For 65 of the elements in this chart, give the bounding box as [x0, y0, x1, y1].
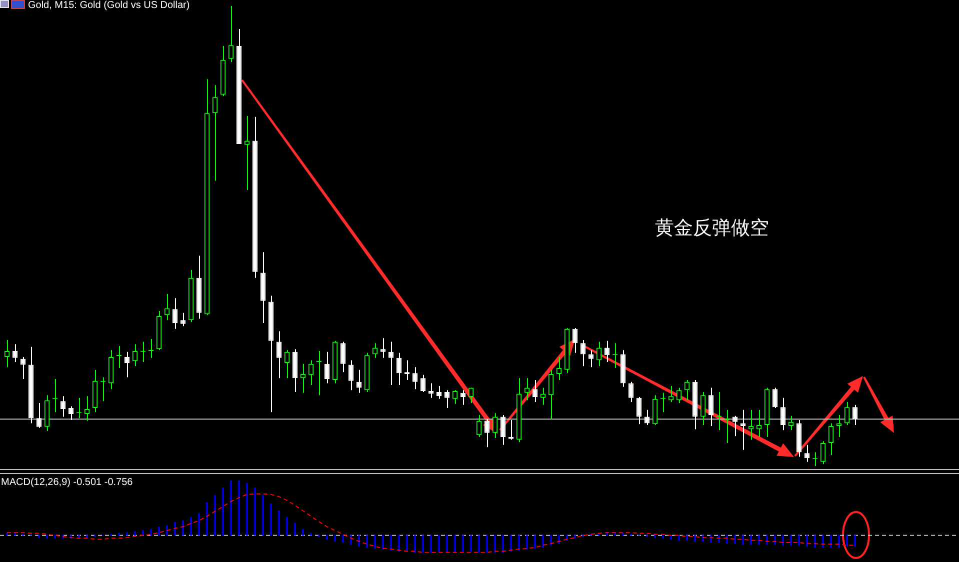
candlestick: [484, 418, 490, 448]
candlestick: [396, 352, 402, 386]
candlestick: [740, 409, 746, 450]
candlestick: [652, 394, 658, 426]
candlestick: [420, 374, 426, 392]
candlestick: [780, 397, 786, 431]
candlestick: [60, 396, 66, 418]
candlestick: [180, 312, 186, 327]
candlestick: [556, 356, 562, 380]
candlestick: [348, 360, 354, 391]
candlestick: [324, 351, 330, 384]
candlestick: [476, 414, 482, 438]
candlestick: [68, 406, 74, 420]
candlestick: [340, 341, 346, 373]
candlestick: [684, 379, 690, 401]
candlestick: [20, 356, 26, 380]
candlestick: [580, 339, 586, 367]
candlestick: [524, 378, 530, 401]
candlestick: [636, 396, 642, 425]
candlestick: [708, 387, 714, 426]
candlestick: [492, 412, 498, 438]
candlestick: [820, 440, 826, 465]
candlestick: [428, 382, 434, 398]
candlestick: [676, 387, 682, 404]
candlestick: [772, 387, 778, 409]
candlestick: [412, 366, 418, 390]
candlestick: [732, 415, 738, 437]
annotation: 黄金反弹做空: [655, 216, 769, 241]
candlestick: [380, 338, 386, 358]
candlestick: [532, 379, 538, 403]
candlestick: [36, 402, 42, 428]
candlestick: [596, 341, 602, 367]
candlestick: [724, 409, 730, 444]
chart-title: MACD(12,26,9) -0.501 -0.756: [1, 477, 133, 489]
candlestick: [828, 422, 834, 456]
candlestick: [588, 350, 594, 368]
candlestick: [124, 351, 130, 378]
candlestick: [316, 350, 322, 396]
candlestick: [700, 391, 706, 426]
candlestick: [276, 330, 282, 379]
candlestick: [836, 414, 842, 438]
candlestick: [628, 381, 634, 403]
candlestick: [356, 369, 362, 394]
candlestick: [228, 6, 234, 63]
chart-title: Gold, M15: Gold (Gold vs US Dollar): [28, 0, 190, 12]
candlestick: [84, 396, 90, 422]
candlestick: [12, 344, 18, 363]
candlestick: [148, 338, 154, 358]
candlestick: [172, 298, 178, 330]
candlestick: [4, 339, 10, 368]
candlestick: [164, 293, 170, 321]
candlestick: [132, 344, 138, 367]
candlestick: [444, 390, 450, 409]
candlestick: [852, 404, 858, 426]
candlestick: [468, 387, 474, 404]
candlestick: [284, 350, 290, 379]
candlestick: [212, 84, 218, 182]
candlestick: [116, 345, 122, 369]
candlestick: [308, 360, 314, 386]
candlestick: [844, 402, 850, 426]
candlestick: [804, 444, 810, 462]
candlestick: [500, 414, 506, 446]
candlestick: [388, 341, 394, 386]
candlestick: [572, 328, 578, 354]
candlestick: [548, 369, 554, 420]
